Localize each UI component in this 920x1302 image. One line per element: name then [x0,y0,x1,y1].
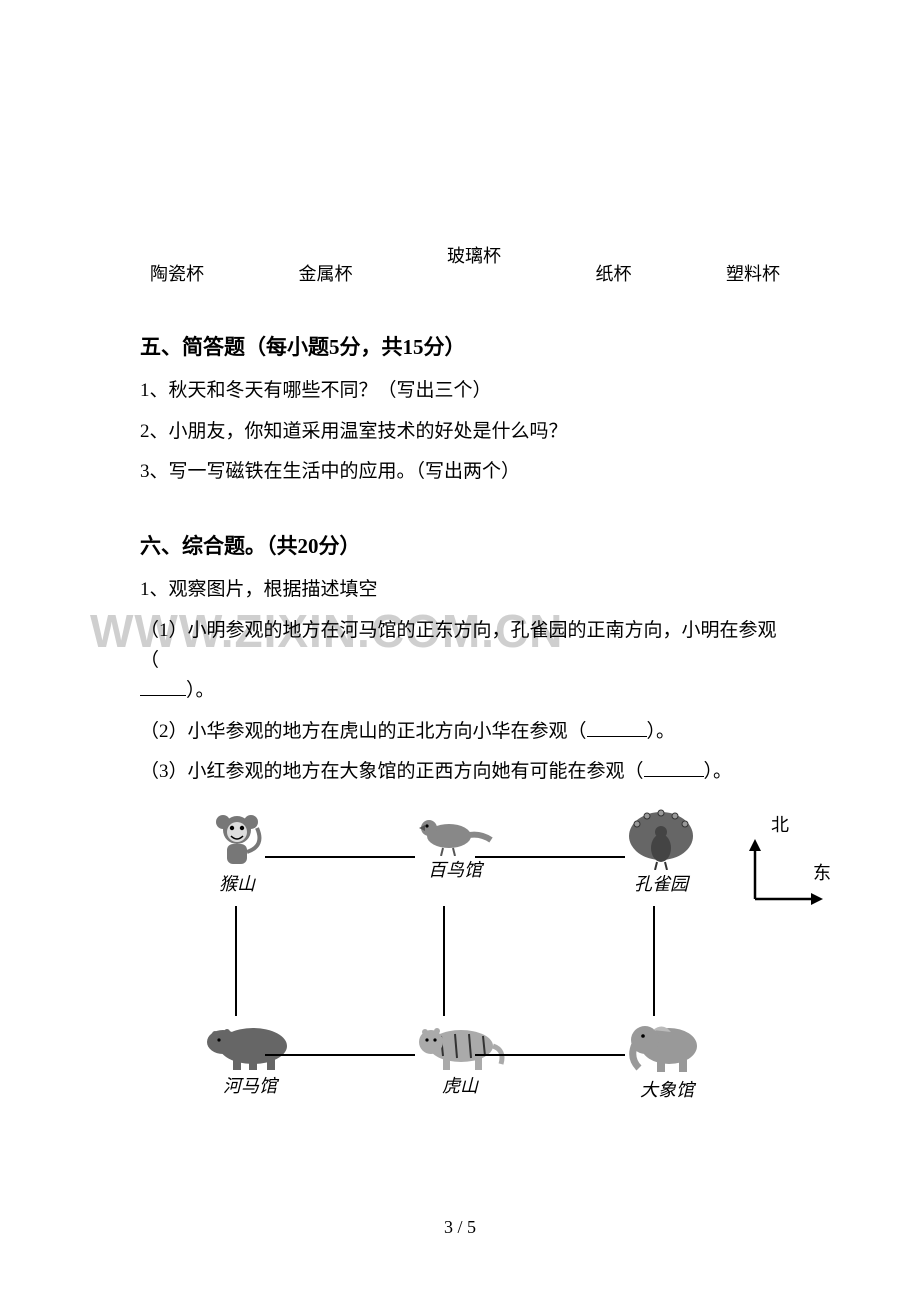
section5-q3: 3、写一写磁铁在生活中的应用。（写出两个） [140,457,790,487]
page-footer: 3 / 5 [0,1213,920,1242]
zoo-edge [265,1054,415,1056]
zoo-node-label: 大象馆 [640,1076,694,1105]
section5-q1: 1、秋天和冬天有哪些不同？（写出三个） [140,376,790,406]
item3-prefix: （3）小红参观的地方在大象馆的正西方向她有可能在参观（ [140,761,644,782]
zoo-node-monkey: 猴山 [205,806,269,899]
cup-item: 陶瓷杯 [150,260,204,289]
cup-label: 玻璃杯 [447,242,501,271]
blank-field[interactable] [140,678,186,696]
peacock-icon [625,806,697,870]
cup-label: 金属杯 [299,260,353,289]
item1-suffix: ）。 [186,680,215,701]
zoo-edge [653,906,655,1016]
hippo-icon [205,1016,295,1072]
cups-row: 陶瓷杯 金属杯 玻璃杯 纸杯 塑料杯 [140,260,790,289]
section6-intro: 1、观察图片，根据描述填空 [140,575,790,605]
cup-item: 金属杯 [299,260,353,289]
zoo-edge [265,856,415,858]
cup-item: 玻璃杯 [447,242,501,289]
zoo-node-birds: 百鸟馆 [415,806,495,885]
section5-q2: 2、小朋友，你知道采用温室技术的好处是什么吗？ [140,417,790,447]
zoo-node-label: 虎山 [442,1072,478,1101]
compass-north-label: 北 [771,815,789,835]
item3-suffix: ）。 [704,761,733,782]
monkey-icon [205,806,269,870]
blank-field[interactable] [587,719,647,737]
zoo-edge [475,1054,625,1056]
section6-item2: （2）小华参观的地方在虎山的正北方向小华在参观（ ）。 [140,717,790,747]
cup-item: 塑料杯 [726,260,780,289]
compass-icon [735,839,825,909]
zoo-node-label: 孔雀园 [634,870,688,899]
zoo-edge [475,856,625,858]
section6-item3: （3）小红参观的地方在大象馆的正西方向她有可能在参观（ ）。 [140,757,790,787]
item2-prefix: （2）小华参观的地方在虎山的正北方向小华在参观（ [140,721,587,742]
section6-item1: （1）小明参观的地方在河马馆的正东方向，孔雀园的正南方向，小明在参观（ ）。 [140,616,790,707]
compass-east-label: 东 [813,863,831,883]
cup-label: 纸杯 [596,260,632,289]
zoo-node-label: 猴山 [219,870,255,899]
cup-item: 纸杯 [596,260,632,289]
section6-heading: 六、综合题。（共20分） [140,530,790,564]
zoo-node-label: 百鸟馆 [428,856,482,885]
item2-suffix: ）。 [647,721,676,742]
compass: 北东 [735,811,825,910]
zoo-node-peacock: 孔雀园 [625,806,697,899]
zoo-node-hippo: 河马馆 [205,1016,295,1101]
zoo-edge [443,906,445,1016]
elephant-icon [625,1016,709,1076]
zoo-node-tiger: 虎山 [415,1016,505,1101]
tiger-icon [415,1016,505,1072]
blank-field[interactable] [644,759,704,777]
zoo-diagram: 猴山百鸟馆孔雀园河马馆虎山大象馆北东 [145,806,785,1116]
zoo-node-elephant: 大象馆 [625,1016,709,1105]
zoo-edge [235,906,237,1016]
section5-heading: 五、简答题（每小题5分，共15分） [140,331,790,365]
bird-icon [415,806,495,856]
cup-label: 陶瓷杯 [150,260,204,289]
cup-label: 塑料杯 [726,260,780,289]
zoo-node-label: 河马馆 [223,1072,277,1101]
item1-prefix: （1）小明参观的地方在河马馆的正东方向，孔雀园的正南方向，小明在参观（ [140,620,777,671]
